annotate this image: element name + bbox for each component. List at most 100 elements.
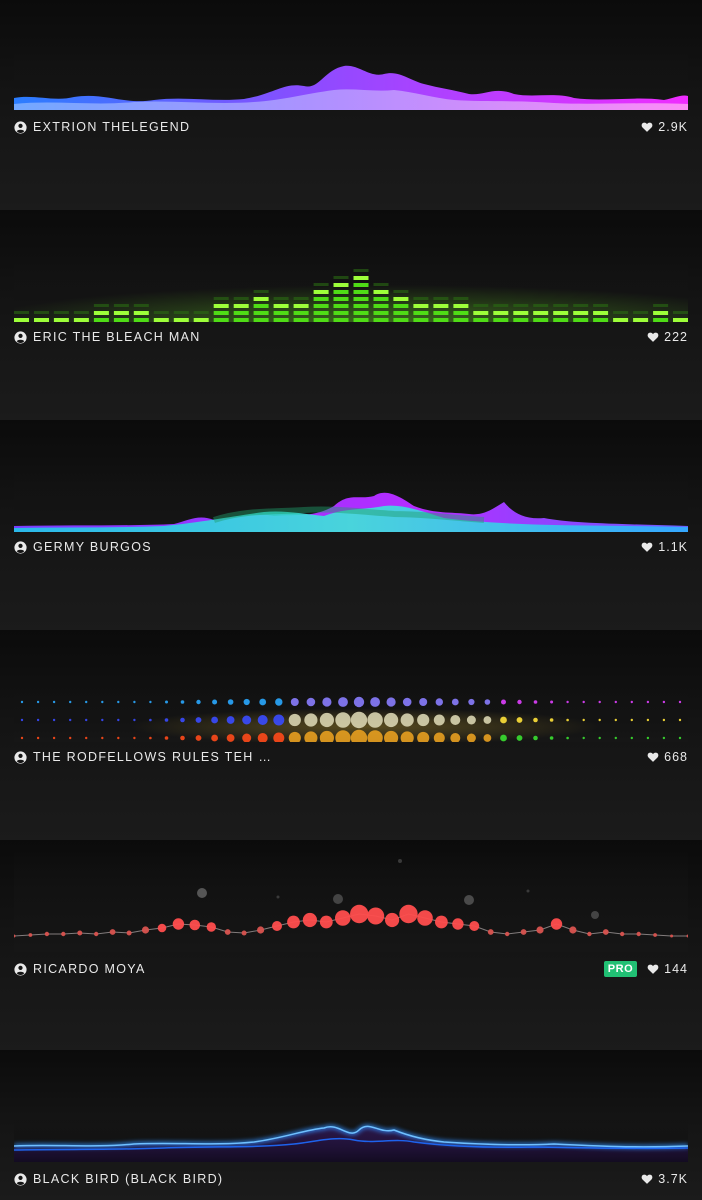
eq-segment bbox=[353, 297, 369, 301]
eq-segment bbox=[653, 318, 669, 322]
matrix-dot bbox=[483, 734, 492, 742]
particle bbox=[591, 911, 599, 919]
matrix-dot bbox=[304, 731, 318, 742]
visualizer-preview[interactable] bbox=[14, 690, 688, 742]
matrix-dot bbox=[85, 736, 88, 740]
author-link[interactable]: RICARDO MOYA bbox=[14, 962, 146, 976]
matrix-dot bbox=[435, 698, 443, 706]
like-button[interactable]: 668 bbox=[647, 750, 688, 764]
matrix-dot bbox=[242, 715, 252, 725]
eq-peak bbox=[393, 290, 409, 293]
eq-segment bbox=[353, 318, 369, 322]
author-link[interactable]: ERIC THE BLEACH MAN bbox=[14, 330, 201, 344]
matrix-dot bbox=[598, 700, 601, 704]
eq-segment bbox=[253, 311, 269, 315]
matrix-dot bbox=[288, 731, 301, 742]
particle-node bbox=[44, 931, 50, 937]
eq-peak bbox=[593, 304, 609, 307]
matrix-dot bbox=[304, 713, 318, 727]
like-count: 3.7K bbox=[658, 1172, 688, 1186]
card-meta: THE RODFELLOWS RULES TEH … 668 bbox=[14, 748, 688, 766]
eq-segment bbox=[453, 318, 469, 322]
author-name: GERMY BURGOS bbox=[33, 540, 152, 554]
visualizer-preview[interactable] bbox=[14, 50, 688, 110]
author-link[interactable]: BLACK BIRD (BLACK BIRD) bbox=[14, 1172, 223, 1186]
matrix-dot bbox=[164, 718, 169, 722]
matrix-dot bbox=[212, 699, 218, 705]
matrix-dot bbox=[662, 700, 666, 704]
matrix-dot bbox=[149, 718, 152, 722]
author-name: EXTRION THELEGEND bbox=[33, 120, 191, 134]
visualizer-preview[interactable] bbox=[14, 1100, 688, 1162]
visualizer-preview[interactable] bbox=[14, 260, 688, 322]
like-count: 1.1K bbox=[658, 540, 688, 554]
visualizer-card[interactable]: EXTRION THELEGEND 2.9K bbox=[0, 0, 702, 210]
visualizer-card[interactable]: BLACK BIRD (BLACK BIRD) 3.7K bbox=[0, 1050, 702, 1200]
card-actions: 1.1K bbox=[641, 540, 688, 554]
matrix-dot bbox=[433, 714, 445, 726]
eq-peak bbox=[233, 297, 249, 300]
matrix-dot bbox=[433, 732, 445, 742]
particle bbox=[333, 894, 343, 904]
like-button[interactable]: 3.7K bbox=[641, 1172, 688, 1186]
matrix-dot bbox=[419, 698, 428, 706]
particle-node bbox=[14, 934, 16, 938]
particle-node bbox=[94, 931, 99, 937]
eq-segment bbox=[353, 290, 369, 294]
author-link[interactable]: THE RODFELLOWS RULES TEH … bbox=[14, 750, 272, 764]
eq-segment bbox=[93, 318, 109, 322]
card-meta: GERMY BURGOS 1.1K bbox=[14, 538, 688, 556]
particle-node bbox=[28, 933, 33, 937]
visualizer-card[interactable]: ERIC THE BLEACH MAN 222 bbox=[0, 210, 702, 420]
eq-peak bbox=[113, 304, 129, 307]
card-actions: 3.7K bbox=[641, 1172, 688, 1186]
eq-segment bbox=[393, 297, 409, 301]
matrix-dot bbox=[516, 717, 523, 723]
matrix-dot bbox=[52, 718, 56, 722]
matrix-dot bbox=[211, 734, 219, 742]
particle-node bbox=[487, 929, 494, 935]
user-circle-icon bbox=[14, 540, 27, 554]
author-link[interactable]: GERMY BURGOS bbox=[14, 540, 152, 554]
particle-node bbox=[126, 930, 132, 936]
like-button[interactable]: 1.1K bbox=[641, 540, 688, 554]
particle-node bbox=[550, 918, 563, 930]
particle-node bbox=[399, 904, 418, 924]
visualizer-preview[interactable] bbox=[14, 850, 688, 952]
like-button[interactable]: 222 bbox=[647, 330, 688, 344]
visualizer-preview[interactable] bbox=[14, 470, 688, 532]
eq-segment bbox=[34, 318, 49, 322]
particle-node bbox=[587, 931, 592, 937]
particle-node bbox=[367, 907, 385, 925]
visualizer-card[interactable]: THE RODFELLOWS RULES TEH … 668 bbox=[0, 630, 702, 840]
eq-segment bbox=[293, 304, 309, 308]
eq-segment bbox=[393, 304, 409, 308]
particle-node bbox=[224, 929, 231, 935]
matrix-dot bbox=[450, 715, 461, 725]
eq-peak bbox=[613, 311, 629, 314]
eq-peak bbox=[673, 311, 688, 314]
particle-node bbox=[257, 926, 265, 934]
author-link[interactable]: EXTRION THELEGEND bbox=[14, 120, 190, 134]
eq-segment bbox=[333, 304, 349, 308]
matrix-dot bbox=[549, 736, 554, 740]
particle-node bbox=[189, 919, 201, 931]
like-button[interactable]: 144 bbox=[647, 962, 688, 976]
layered-waves-visual bbox=[14, 65, 688, 110]
eq-peak bbox=[453, 297, 469, 300]
matrix-dot bbox=[598, 718, 601, 722]
visualizer-card[interactable]: RICARDO MOYA PRO 144 bbox=[0, 840, 702, 1050]
eq-segment bbox=[473, 311, 489, 315]
particle-node bbox=[241, 930, 247, 936]
matrix-dot bbox=[133, 718, 136, 722]
eq-segment bbox=[333, 311, 349, 315]
matrix-dot bbox=[630, 700, 633, 704]
like-button[interactable]: 2.9K bbox=[641, 120, 688, 134]
eq-peak bbox=[73, 311, 89, 314]
matrix-dot bbox=[288, 713, 301, 727]
user-circle-icon bbox=[14, 962, 27, 976]
eq-peak bbox=[433, 297, 449, 300]
visualizer-card[interactable]: GERMY BURGOS 1.1K bbox=[0, 420, 702, 630]
matrix-dot bbox=[101, 718, 104, 722]
matrix-dot bbox=[646, 700, 650, 704]
